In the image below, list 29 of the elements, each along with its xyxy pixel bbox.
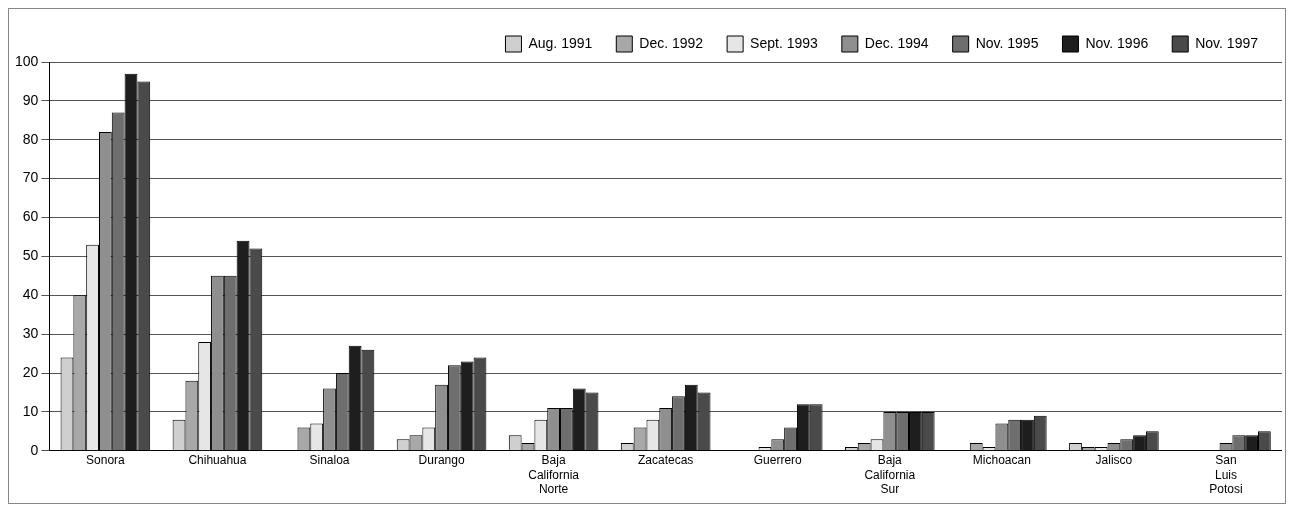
x-tick-label: Sinaloa (309, 453, 350, 468)
y-tick-label: 30 (22, 325, 39, 342)
x-tick-label: Guerrero (753, 453, 803, 468)
y-tick-label: 60 (22, 208, 39, 225)
y-tick-label: 100 (15, 52, 39, 69)
legend-label: Nov. 1997 (1195, 34, 1259, 51)
y-tick-label: 50 (22, 247, 39, 264)
y-tick-label: 90 (22, 91, 39, 108)
y-tick-label: 40 (22, 286, 39, 303)
x-tick-label: Sonora (86, 453, 126, 468)
legend-label: Nov. 1996 (1085, 34, 1149, 51)
y-tick-label: 80 (22, 130, 39, 147)
x-tick-label: Baja California Norte (528, 453, 580, 497)
y-tick-label: 20 (22, 363, 39, 380)
x-tick-label: Baja California Sur (864, 453, 916, 497)
x-tick-label: Michoacan (972, 453, 1031, 468)
legend-label: Aug. 1991 (528, 34, 593, 51)
legend-label: Nov. 1995 (975, 34, 1039, 51)
x-tick-label: Chihuahua (188, 453, 247, 468)
legend-label: Dec. 1994 (864, 34, 929, 51)
y-tick-label: 10 (22, 402, 39, 419)
y-tick-label: 70 (22, 169, 39, 186)
legend-label: Sept. 1993 (750, 34, 819, 51)
legend-label: Dec. 1992 (639, 34, 704, 51)
x-tick-label: Durango (418, 453, 465, 468)
x-tick-label: San Luis Potosi (1209, 453, 1243, 497)
x-tick-label: Jalisco (1095, 453, 1133, 468)
y-tick-label: 0 (30, 441, 39, 458)
x-tick-label: Zacatecas (638, 453, 694, 468)
